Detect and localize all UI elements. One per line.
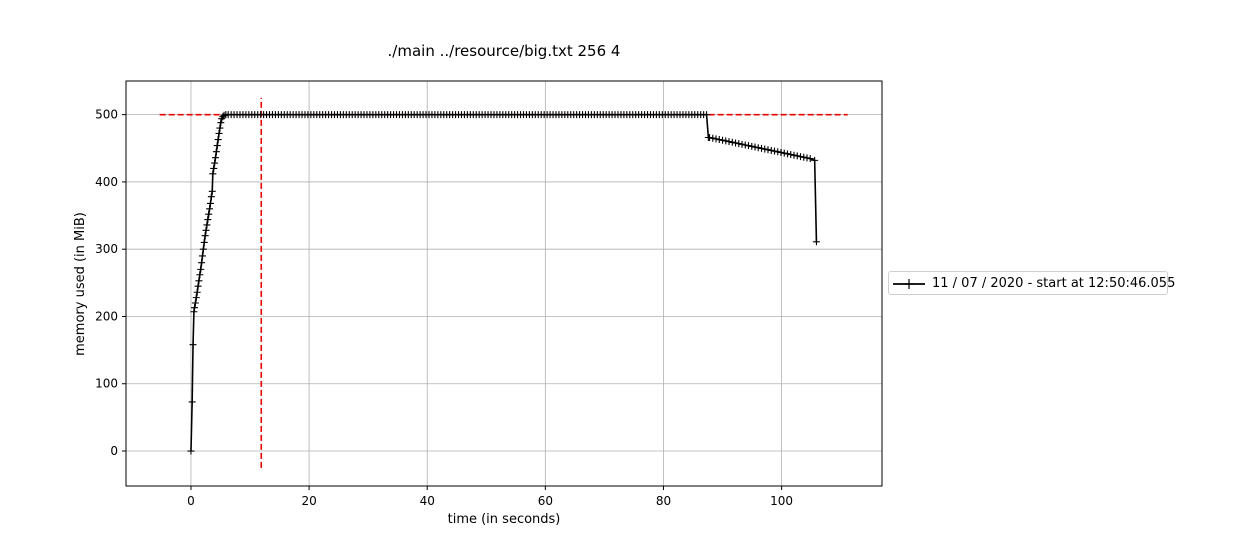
- plot-frame: [125, 80, 883, 487]
- data-point-marker: [800, 153, 808, 161]
- data-point-marker: [205, 210, 213, 218]
- data-point-marker: [761, 145, 769, 153]
- data-point-marker: [703, 111, 711, 119]
- y-tick-label: 500: [95, 108, 118, 122]
- data-point-marker: [216, 124, 224, 132]
- data-point-marker: [784, 150, 791, 158]
- data-point-marker: [758, 144, 766, 152]
- data-point-marker: [207, 193, 215, 201]
- data-point-marker: [192, 294, 200, 302]
- chart-title: ./main ../resource/big.txt 256 4: [388, 42, 621, 60]
- data-point-marker: [214, 136, 222, 144]
- y-axis-ticks: 0 100 200 300 400 500: [95, 108, 126, 458]
- data-point-marker: [197, 265, 205, 273]
- data-point-marker: [215, 129, 223, 137]
- y-tick-label: 0: [110, 444, 118, 458]
- data-point-marker: [198, 259, 206, 267]
- data-point-marker: [191, 299, 199, 307]
- y-axis-label: memory used (in MiB): [73, 212, 88, 356]
- x-tick-label: 40: [420, 494, 435, 508]
- data-point-marker: [725, 138, 733, 146]
- data-point-marker: [741, 141, 749, 149]
- data-point-marker: [812, 238, 820, 246]
- data-point-marker: [732, 139, 740, 147]
- data-point-marker: [787, 151, 795, 159]
- data-point-marker: [777, 148, 785, 156]
- data-point-marker: [771, 147, 779, 155]
- x-tick-label: 20: [301, 494, 316, 508]
- data-point-marker: [796, 153, 804, 161]
- data-point-marker: [745, 142, 753, 150]
- data-point-marker: [194, 282, 202, 290]
- data-point-marker: [211, 154, 219, 162]
- data-point-marker: [735, 140, 743, 148]
- data-point-marker: [196, 271, 204, 279]
- data-point-marker: [780, 149, 788, 157]
- data-point-marker: [208, 187, 216, 195]
- y-tick-label: 400: [95, 175, 118, 189]
- data-point-marker: [203, 221, 211, 229]
- x-tick-label: 0: [187, 494, 195, 508]
- data-point-marker: [806, 155, 814, 163]
- data-point-marker: [188, 398, 196, 406]
- data-point-marker: [793, 152, 801, 160]
- data-point-marker: [738, 140, 746, 148]
- x-tick-label: 100: [770, 494, 793, 508]
- data-point-marker: [217, 119, 225, 127]
- legend-label: 11 / 07 / 2020 - start at 12:50:46.055: [932, 275, 1176, 291]
- x-axis-label: time (in seconds): [448, 512, 561, 527]
- data-point-marker: [790, 151, 798, 159]
- data-point-marker: [209, 170, 217, 178]
- y-tick-label: 100: [95, 377, 118, 391]
- data-point-marker: [764, 146, 772, 154]
- data-point-marker: [190, 308, 198, 316]
- data-point-marker: [212, 148, 220, 156]
- data-point-marker: [712, 135, 720, 143]
- data-point-marker: [811, 156, 819, 164]
- data-point-marker: [198, 252, 206, 260]
- data-point-marker: [193, 288, 201, 296]
- data-point-marker: [206, 199, 214, 207]
- data-point-marker: [213, 142, 221, 150]
- data-point-marker: [199, 245, 207, 253]
- data-point-marker: [187, 447, 195, 455]
- data-point-marker: [719, 136, 727, 144]
- data-point-marker: [728, 138, 736, 146]
- data-point-marker: [220, 111, 228, 119]
- data-point-marker: [200, 238, 208, 246]
- legend-swatch: [893, 276, 925, 290]
- legend: 11 / 07 / 2020 - start at 12:50:46.055: [888, 271, 1175, 295]
- grid: [126, 81, 882, 486]
- data-point-marker: [201, 232, 209, 240]
- data-point-marker: [206, 205, 214, 213]
- data-point-marker: [754, 144, 762, 152]
- data-point-marker: [211, 159, 219, 167]
- data-point-marker: [202, 226, 210, 234]
- data-point-marker: [195, 277, 203, 285]
- x-axis-ticks: 0 20 40 60 80 100: [187, 486, 793, 508]
- data-point-marker: [191, 304, 199, 312]
- data-point-marker: [706, 134, 714, 142]
- data-point-marker: [722, 137, 730, 145]
- data-point-marker: [774, 148, 782, 156]
- data-point-marker: [204, 216, 212, 224]
- data-point-marker: [748, 142, 756, 150]
- data-point-marker: [709, 134, 717, 142]
- x-tick-label: 80: [656, 494, 671, 508]
- series-layer: [187, 111, 820, 455]
- data-point-marker: [715, 136, 723, 144]
- x-tick-label: 60: [538, 494, 553, 508]
- data-point-marker: [767, 146, 775, 154]
- y-tick-label: 300: [95, 242, 118, 256]
- data-point-marker: [803, 154, 811, 162]
- data-point-marker: [751, 143, 759, 151]
- y-tick-label: 200: [95, 309, 118, 323]
- data-point-marker: [189, 341, 197, 349]
- data-point-marker: [210, 164, 218, 172]
